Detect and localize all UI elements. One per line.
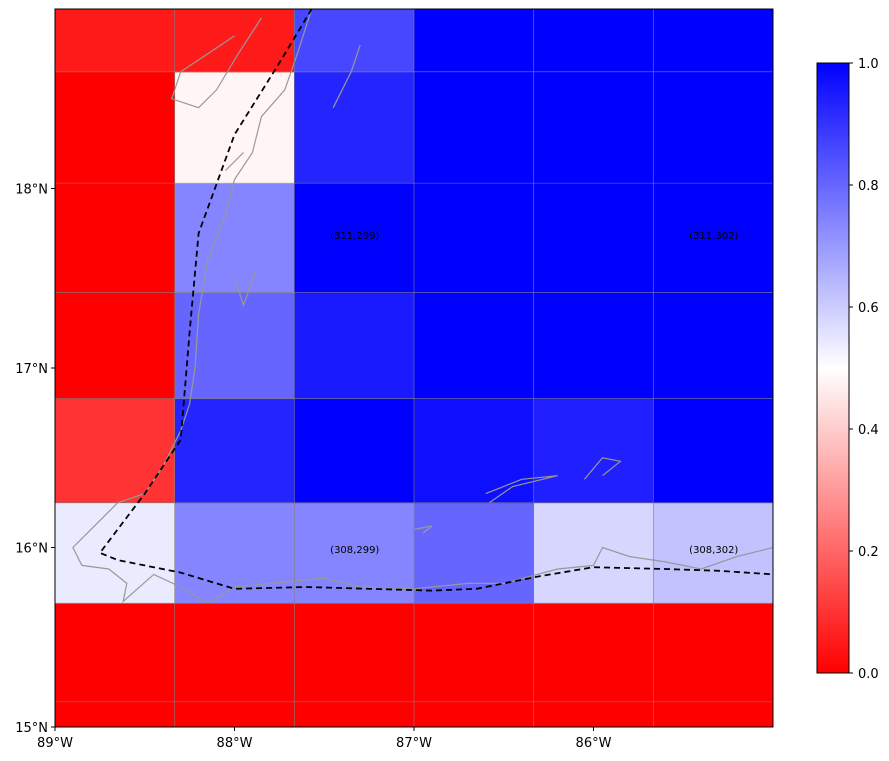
grid-cell <box>55 292 176 400</box>
y-tick-label: 15°N <box>15 721 48 736</box>
grid-cell <box>174 398 295 504</box>
coastline <box>413 525 433 534</box>
grid-cell <box>653 701 773 727</box>
boundary-line <box>98 9 773 592</box>
colorbar: 0.0 0.2 0.4 0.6 0.8 1.0 <box>816 57 879 682</box>
grid-cell <box>55 183 176 294</box>
grid-cell <box>414 603 535 703</box>
grid-cell <box>294 603 415 703</box>
grid-cell <box>533 183 654 294</box>
colorbar-tick-label: 1.0 <box>858 57 879 72</box>
y-axis-ticks: 15°N 16°N 17°N 18°N <box>15 183 55 736</box>
grid-cell <box>55 9 176 73</box>
x-tick-label: 87°W <box>396 736 432 751</box>
grid-cell <box>55 398 176 504</box>
x-tick-label: 89°W <box>37 736 73 751</box>
grid-cell <box>414 701 535 727</box>
cell-index-label: (308,299) <box>330 545 379 556</box>
grid-cell <box>294 183 415 294</box>
y-tick-label: 17°N <box>15 362 48 377</box>
colorbar-tick-label: 0.4 <box>858 423 879 438</box>
y-tick-label: 16°N <box>15 542 48 557</box>
grid-cell <box>533 9 654 73</box>
grid-cell <box>294 398 415 504</box>
grid-cell <box>414 9 535 73</box>
x-tick-label: 88°W <box>217 736 253 751</box>
coastline <box>485 475 558 504</box>
grid-cell <box>294 502 415 604</box>
grid-cell <box>653 502 773 604</box>
coastline <box>72 9 773 604</box>
grid-cell <box>653 183 773 294</box>
grid-cell <box>174 701 295 727</box>
gridlines <box>55 9 773 727</box>
grid-cell <box>533 701 654 727</box>
grid-cell <box>174 183 295 294</box>
colorbar-tick-label: 0.0 <box>858 667 879 682</box>
grid-cell <box>653 71 773 184</box>
grid-cell <box>55 502 176 604</box>
grid-cell <box>533 398 654 504</box>
grid-cell <box>653 292 773 400</box>
grid-cell <box>414 292 535 400</box>
grid-cell <box>294 701 415 727</box>
grid-cell <box>55 71 176 184</box>
grid-cell <box>294 71 415 184</box>
grid-cell <box>174 603 295 703</box>
grid-cell <box>653 398 773 504</box>
y-tick-label: 18°N <box>15 183 48 198</box>
grid-cell <box>414 71 535 184</box>
grid-cell <box>55 701 176 727</box>
x-axis-ticks: 89°W 88°W 87°W 86°W <box>37 727 612 751</box>
grid-cell <box>55 603 176 703</box>
colorbar-tick-label: 0.6 <box>858 301 879 316</box>
grid-cell <box>174 9 295 73</box>
colorbar-tick-label: 0.2 <box>858 545 879 560</box>
cell-index-label: (311,302) <box>689 231 738 242</box>
grid-cell <box>533 603 654 703</box>
grid-cell <box>533 502 654 604</box>
colorbar-gradient <box>816 62 850 674</box>
colorbar-tick-label: 0.8 <box>858 179 879 194</box>
cell-index-label: (308,302) <box>689 545 738 556</box>
grid-cell <box>653 603 773 703</box>
coastline <box>225 152 244 171</box>
colorbar-ticks: 0.0 0.2 0.4 0.6 0.8 1.0 <box>849 57 879 682</box>
coastline <box>170 17 262 109</box>
grid-cell <box>414 502 535 604</box>
boundary-line-layer <box>98 9 773 592</box>
grid-cell <box>294 292 415 400</box>
grid-cell <box>414 398 535 504</box>
x-tick-label: 86°W <box>576 736 612 751</box>
grid-cell <box>653 9 773 73</box>
cell-labels: (311,299) (311,302) (308,299) (308,302) <box>330 231 738 556</box>
grid-cell <box>174 71 295 184</box>
grid-cell <box>174 292 295 400</box>
cell-index-label: (311,299) <box>330 231 379 242</box>
coastline <box>584 457 622 480</box>
grid-cell <box>533 292 654 400</box>
coastline <box>233 269 257 308</box>
grid-cell <box>533 71 654 184</box>
data-grid-cells <box>55 9 773 727</box>
coastline-layer <box>72 9 773 604</box>
grid-cell <box>414 183 535 294</box>
